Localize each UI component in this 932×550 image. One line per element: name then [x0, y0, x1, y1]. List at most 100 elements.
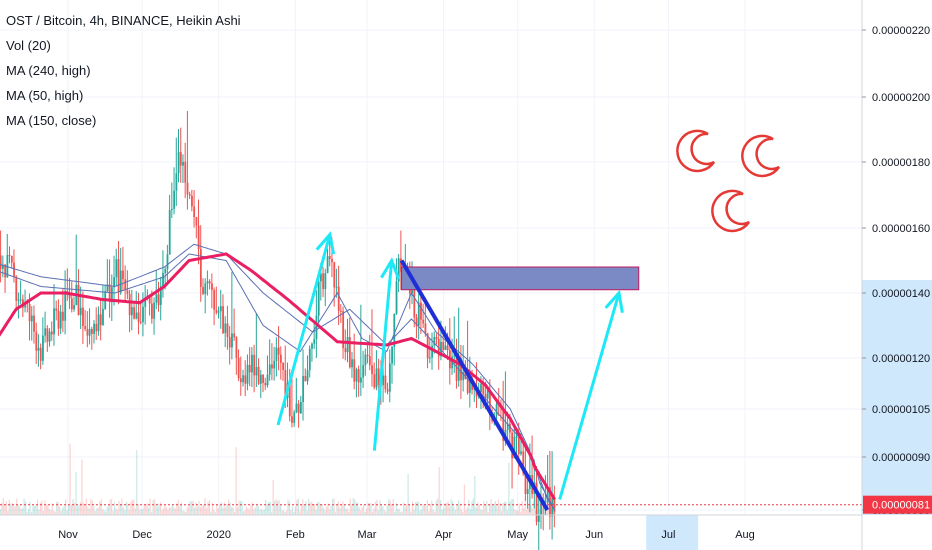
volume-bar: [182, 510, 184, 515]
candle-body: [110, 287, 113, 303]
volume-bar: [38, 509, 40, 515]
candle-body: [124, 279, 127, 291]
volume-bar: [419, 510, 421, 515]
volume-bar: [36, 499, 39, 515]
volume-bar: [0, 509, 2, 515]
downtrend-line[interactable]: [399, 259, 550, 512]
volume-bar: [503, 501, 506, 515]
volume-bar: [441, 509, 443, 515]
candle-body: [337, 286, 340, 311]
candle-body: [513, 436, 516, 459]
candle-body: [231, 333, 233, 348]
volume-bar: [394, 511, 396, 515]
volume-bar: [499, 503, 501, 515]
volume-bar: [20, 508, 22, 515]
volume-bar: [524, 499, 526, 515]
volume-bar: [106, 507, 108, 515]
candle-body: [506, 423, 509, 430]
symbol-title[interactable]: OST / Bitcoin, 4h, BINANCE, Heikin Ashi: [6, 13, 241, 28]
candle-body: [191, 195, 193, 207]
volume-bar: [500, 510, 503, 515]
volume-bar: [173, 506, 175, 515]
candle-body: [137, 312, 140, 322]
volume-bar: [254, 507, 256, 515]
volume-bar: [505, 501, 507, 515]
candle-body: [413, 283, 416, 318]
volume-bar: [466, 507, 468, 515]
volume-bar: [93, 506, 95, 515]
volume-bar: [152, 500, 154, 515]
volume-bar: [174, 508, 176, 515]
volume-bar: [149, 498, 151, 515]
volume-bar: [435, 500, 437, 515]
volume-bar: [23, 498, 25, 515]
indicator-ma-50-high[interactable]: MA (50, high): [6, 88, 84, 103]
volume-bar: [66, 510, 68, 515]
volume-bar: [202, 504, 205, 515]
volume-bar: [483, 501, 485, 515]
up-arrow-3[interactable]: [558, 292, 621, 500]
volume-bar: [293, 511, 295, 515]
up-arrow-2[interactable]: [372, 260, 394, 451]
volume-bar: [2, 498, 4, 515]
candle-body: [302, 375, 305, 402]
candle-body: [179, 152, 182, 166]
volume-bar: [400, 511, 402, 515]
resistance-box[interactable]: [401, 266, 640, 291]
volume-bar: [477, 502, 479, 515]
volume-bar: [11, 502, 13, 515]
indicator-vol[interactable]: Vol (20): [6, 38, 51, 53]
candle-body: [226, 323, 229, 338]
up-arrow-1[interactable]: [276, 234, 332, 426]
volume-bar: [397, 508, 399, 515]
volume-bar: [395, 503, 397, 515]
price-tick-label: 0.00000140: [872, 288, 930, 300]
volume-bar: [422, 504, 424, 515]
volume-bar: [165, 507, 168, 515]
indicator-ma-240-high[interactable]: MA (240, high): [6, 63, 91, 78]
candle-body: [199, 248, 202, 287]
volume-bar: [199, 507, 202, 515]
price-tick-label: 0.00000105: [872, 404, 930, 416]
candle-body: [422, 319, 425, 324]
volume-bar: [239, 500, 242, 515]
candle-body: [382, 375, 385, 386]
volume-bar: [534, 510, 537, 515]
time-tick-label: May: [507, 529, 528, 541]
candle-body: [511, 432, 514, 459]
volume-bar: [434, 511, 436, 515]
volume-bar: [219, 505, 221, 515]
volume-bar: [262, 510, 264, 515]
candle-body: [428, 357, 431, 359]
candle-body: [317, 281, 320, 316]
volume-bar: [398, 508, 400, 515]
volume-bar: [153, 499, 156, 515]
volume-bar: [511, 499, 513, 515]
candle-body: [195, 217, 198, 226]
candle-body: [342, 311, 345, 349]
volume-bar: [320, 504, 322, 515]
candle-body: [55, 308, 58, 311]
candle-body: [388, 363, 391, 392]
candle-body: [0, 255, 2, 269]
volume-bar: [196, 506, 199, 515]
volume-bar: [122, 507, 125, 515]
chart-legend: OST / Bitcoin, 4h, BINANCE, Heikin Ashi …: [6, 8, 241, 133]
volume-bar: [26, 511, 28, 515]
candle-body: [293, 412, 296, 423]
volume-bar: [232, 507, 234, 515]
candle-body: [480, 384, 482, 392]
candle-body: [46, 328, 49, 342]
candle-body: [331, 258, 333, 263]
volume-bar: [302, 499, 304, 515]
candle-body: [462, 371, 465, 381]
candle-body: [184, 161, 187, 183]
candle-body: [266, 374, 269, 386]
candle-body: [157, 294, 160, 305]
indicator-ma-150-close[interactable]: MA (150, close): [6, 113, 97, 128]
candle-body: [455, 354, 458, 381]
volume-bar: [60, 510, 62, 515]
volume-bar: [349, 498, 351, 515]
volume-bar: [96, 508, 98, 515]
